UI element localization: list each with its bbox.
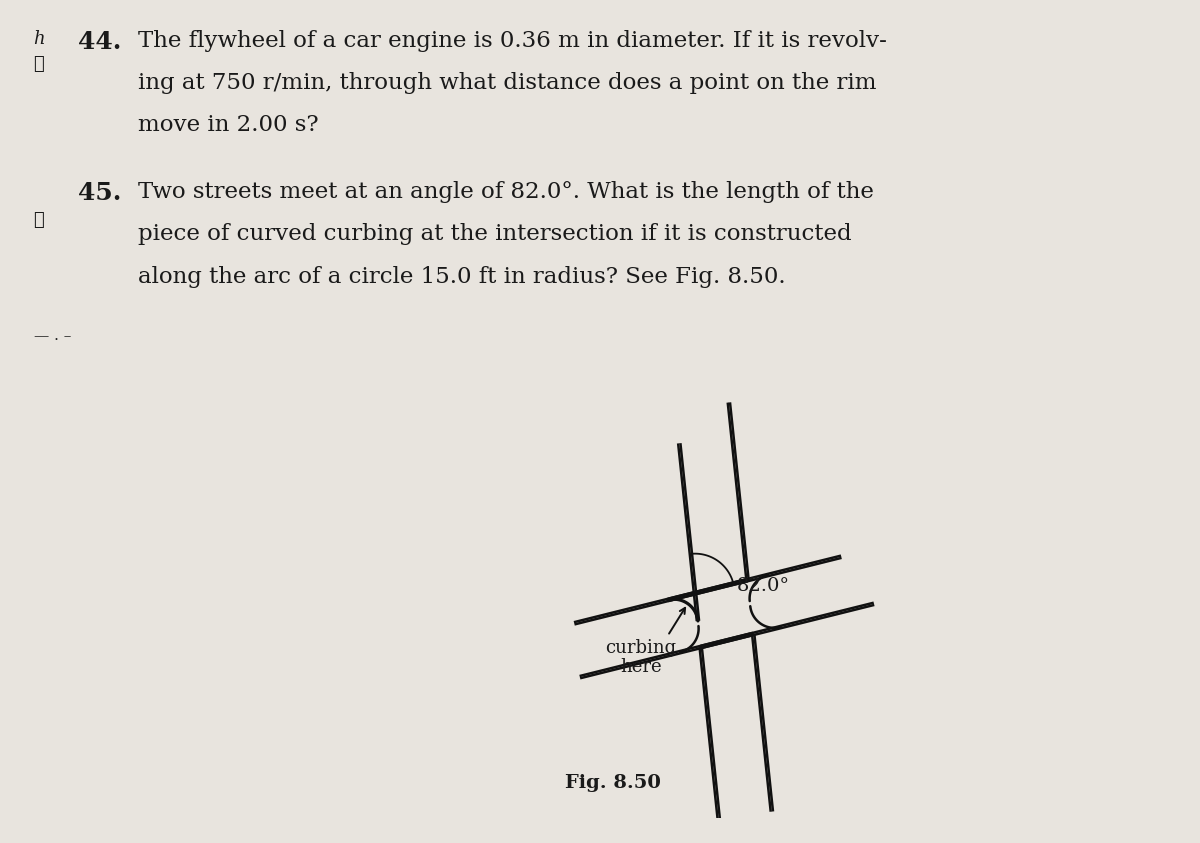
Text: The flywheel of a car engine is 0.36 m in diameter. If it is revolv-: The flywheel of a car engine is 0.36 m i… xyxy=(138,30,887,51)
Text: 44.: 44. xyxy=(78,30,121,53)
Text: ✓: ✓ xyxy=(34,211,44,228)
Text: along the arc of a circle 15.0 ft in radius? See Fig. 8.50.: along the arc of a circle 15.0 ft in rad… xyxy=(138,266,786,287)
Text: ing at 750 r/min, through what distance does a point on the rim: ing at 750 r/min, through what distance … xyxy=(138,72,876,94)
Text: here: here xyxy=(620,658,661,676)
Text: Fig. 8.50: Fig. 8.50 xyxy=(565,774,660,792)
Text: piece of curved curbing at the intersection if it is constructed: piece of curved curbing at the intersect… xyxy=(138,223,852,245)
Text: — . –: — . – xyxy=(34,329,71,343)
Text: curbing: curbing xyxy=(605,639,677,658)
Text: h: h xyxy=(34,30,46,47)
Text: 45.: 45. xyxy=(78,181,121,205)
Text: ✓: ✓ xyxy=(34,55,44,72)
Text: Two streets meet at an angle of 82.0°. What is the length of the: Two streets meet at an angle of 82.0°. W… xyxy=(138,181,874,203)
Text: 82.0°: 82.0° xyxy=(737,577,790,594)
Text: move in 2.00 s?: move in 2.00 s? xyxy=(138,114,319,136)
